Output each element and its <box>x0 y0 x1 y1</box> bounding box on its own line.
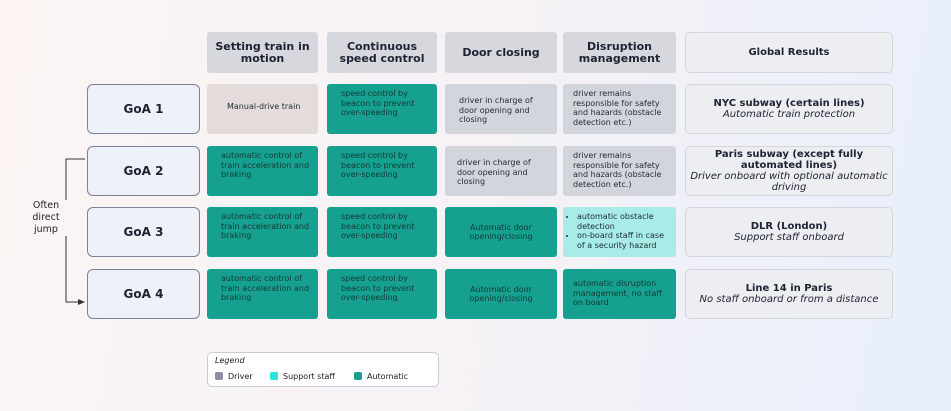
legend-item: Support staff <box>270 372 335 381</box>
cell: speed control by beacon to prevent over-… <box>327 207 437 257</box>
cell: automatic disruption management, no staf… <box>563 269 676 319</box>
cell: driver remains responsible for safety an… <box>563 84 676 134</box>
cell: driver in charge of door opening and clo… <box>445 146 557 196</box>
cell: Manual-drive train <box>207 84 318 134</box>
cell: driver remains responsible for safety an… <box>563 146 676 196</box>
bullet: on-board staff in case of a security haz… <box>577 231 668 250</box>
column-header: Setting train in motion <box>207 32 318 73</box>
swatch <box>270 372 278 380</box>
result-title: NYC subway (certain lines) <box>713 98 865 109</box>
side-note: Often direct jump <box>25 200 67 236</box>
cell: Automatic door opening/closing <box>445 207 557 257</box>
row-label: GoA 2 <box>87 146 200 196</box>
swatch <box>215 372 223 380</box>
swatch <box>354 372 362 380</box>
bracket-line <box>65 158 85 303</box>
cell: speed control by beacon to prevent over-… <box>327 84 437 134</box>
result: DLR (London) Support staff onboard <box>685 207 893 257</box>
row-label: GoA 4 <box>87 269 200 319</box>
row-label: GoA 3 <box>87 207 200 257</box>
column-header: Disruption management <box>563 32 676 73</box>
result-subtitle: Support staff onboard <box>734 232 844 243</box>
result-title: Paris subway (except fully automated lin… <box>714 149 864 171</box>
result: NYC subway (certain lines) Automatic trai… <box>685 84 893 134</box>
legend-label: Support staff <box>283 372 335 381</box>
bullet: automatic obstacle detection <box>577 212 668 231</box>
cell: speed control by beacon to prevent over-… <box>327 269 437 319</box>
result: Line 14 in Paris No staff onboard or from… <box>685 269 893 319</box>
arrow-head <box>78 299 85 305</box>
bullet-list: automatic obstacle detection on-board st… <box>567 212 668 250</box>
result-subtitle: Driver onboard with optional automatic d… <box>690 171 888 193</box>
column-header: Door closing <box>445 32 557 73</box>
result-subtitle: No staff onboard or from a distance <box>699 294 879 305</box>
column-header: Global Results <box>685 32 893 73</box>
legend-label: Automatic <box>367 372 409 381</box>
column-header: Continuous speed control <box>327 32 437 73</box>
result-title: DLR (London) <box>750 221 828 232</box>
legend-item: Automatic <box>354 372 408 381</box>
result: Paris subway (except fully automated lin… <box>685 146 893 196</box>
cell: automatic obstacle detection on-board st… <box>563 207 676 257</box>
cell: automatic control of train acceleration … <box>207 207 318 257</box>
result-title: Line 14 in Paris <box>745 283 833 294</box>
cell: driver in charge of door opening and clo… <box>445 84 557 134</box>
cell: automatic control of train acceleration … <box>207 146 318 196</box>
cell: automatic control of train acceleration … <box>207 269 318 319</box>
legend: Legend Driver Support staff Automatic <box>207 352 439 387</box>
row-label: GoA 1 <box>87 84 200 134</box>
legend-item: Driver <box>215 372 253 381</box>
legend-title: Legend <box>215 356 245 365</box>
result-subtitle: Automatic train protection <box>722 109 856 120</box>
legend-label: Driver <box>228 372 253 381</box>
cell: speed control by beacon to prevent over-… <box>327 146 437 196</box>
cell: Automatic door opening/closing <box>445 269 557 319</box>
